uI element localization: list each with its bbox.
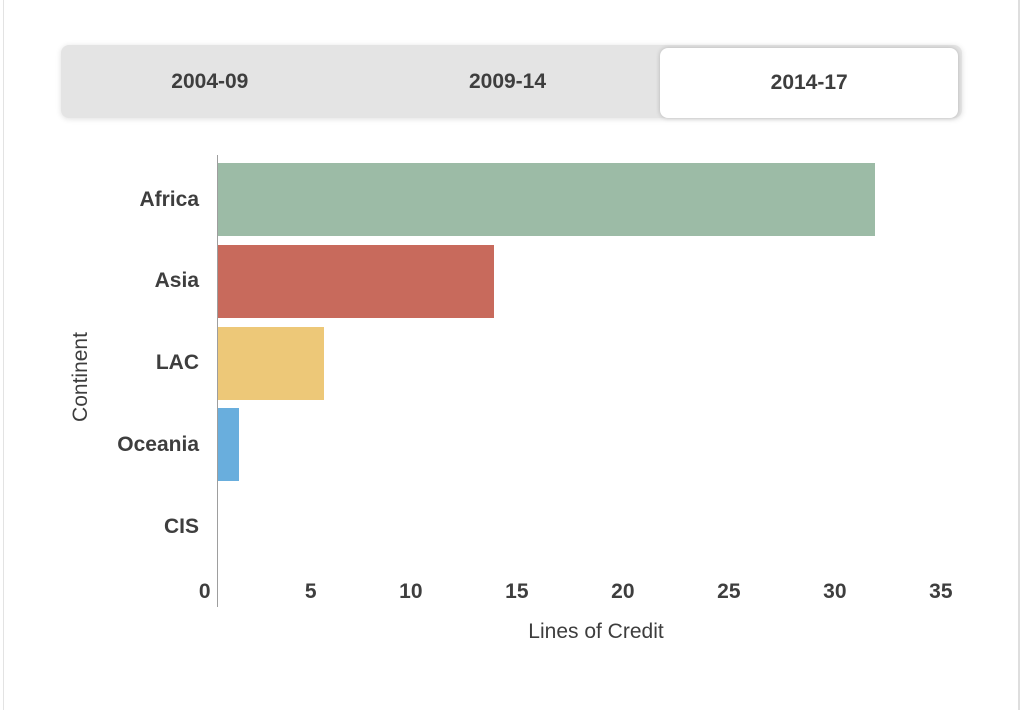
x-tick-label-20: 20	[611, 580, 635, 603]
x-tick-label-25: 25	[717, 580, 741, 603]
x-tick-label-35: 35	[929, 580, 953, 603]
category-label-cis: CIS	[163, 514, 199, 538]
x-tick-label-10: 10	[399, 580, 423, 603]
category-label-oceania: Oceania	[117, 432, 199, 456]
tab-2009-14[interactable]: 2009-14	[359, 45, 657, 118]
bar-africa	[218, 163, 876, 237]
page-left-edge	[3, 0, 4, 710]
x-tick-label-15: 15	[505, 580, 529, 603]
x-tick-label-30: 30	[823, 580, 847, 603]
x-axis-title: Lines of Credit	[528, 620, 664, 643]
tab-label: 2009-14	[468, 69, 547, 93]
tab-label: 2014-17	[770, 71, 848, 94]
x-tick-label-5: 5	[304, 580, 317, 603]
lines-of-credit-bar-chart: Continent Africa Asia LAC Oceania CIS 0 5 10 15…	[0, 118, 1024, 710]
y-axis-line	[216, 155, 218, 607]
category-label-africa: Africa	[139, 187, 199, 211]
page-right-edge	[1018, 0, 1020, 710]
period-tab-bar: 2004-09 2009-14 2014-17	[61, 45, 962, 118]
tab-2004-09[interactable]: 2004-09	[61, 45, 359, 118]
category-label-asia: Asia	[154, 269, 199, 293]
x-tick-label-0: 0	[198, 580, 211, 603]
category-label-lac: LAC	[155, 351, 199, 375]
tab-2014-17[interactable]: 2014-17	[660, 48, 959, 118]
y-axis-title: Continent	[69, 332, 92, 422]
bar-asia	[218, 244, 494, 318]
bar-lac	[218, 326, 324, 400]
bar-oceania	[218, 408, 240, 482]
tab-label: 2004-09	[171, 69, 249, 93]
